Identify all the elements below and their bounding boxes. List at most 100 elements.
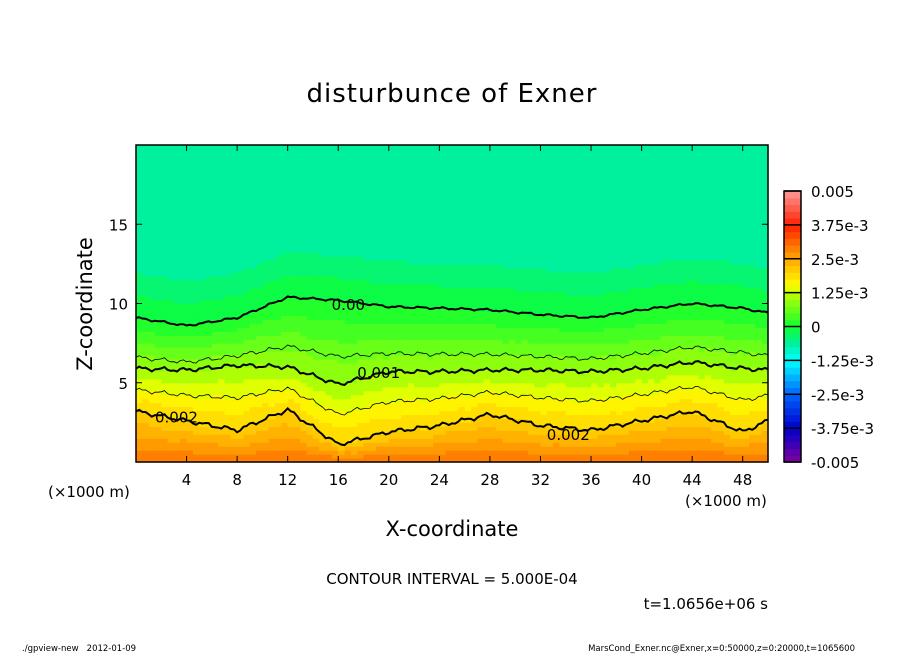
heatmap-cell — [458, 228, 466, 233]
heatmap-cell — [306, 148, 314, 154]
heatmap-cell — [477, 315, 485, 320]
heatmap-cell — [331, 418, 339, 423]
heatmap-cell — [312, 200, 320, 206]
heatmap-cell — [173, 236, 181, 241]
heatmap-cell — [331, 200, 339, 206]
heatmap-cell — [300, 172, 308, 178]
heatmap-cell — [357, 148, 365, 154]
heatmap-cell — [249, 454, 257, 459]
heatmap-cell — [382, 307, 390, 313]
heatmap-cell — [268, 303, 276, 309]
heatmap-cell — [452, 331, 459, 336]
heatmap-cell — [477, 327, 485, 332]
heatmap-cell — [395, 355, 403, 360]
heatmap-cell — [306, 454, 314, 459]
heatmap-cell — [180, 370, 188, 376]
heatmap-cell — [344, 434, 352, 439]
heatmap-cell — [376, 196, 384, 202]
heatmap-cell — [287, 204, 295, 209]
heatmap-cell — [407, 446, 415, 451]
heatmap-cell — [401, 398, 409, 404]
heatmap-cell — [256, 164, 263, 170]
heatmap-cell — [262, 192, 270, 198]
heatmap-cell — [136, 184, 143, 190]
heatmap-cell — [306, 358, 314, 364]
heatmap-cell — [350, 251, 358, 257]
heatmap-cell — [142, 303, 150, 309]
heatmap-cell — [300, 315, 308, 320]
heatmap-cell — [142, 248, 150, 253]
heatmap-cell — [521, 394, 529, 400]
heatmap-cell — [161, 410, 169, 416]
heatmap-cell — [224, 374, 232, 380]
heatmap-cell — [300, 275, 308, 281]
heatmap-cell — [136, 279, 143, 285]
heatmap-cell — [458, 370, 466, 376]
heatmap-cell — [527, 406, 535, 412]
heatmap-cell — [312, 434, 320, 439]
heatmap-cell — [262, 327, 270, 332]
heatmap-cell — [483, 287, 491, 293]
heatmap-cell — [515, 184, 523, 190]
heatmap-cell — [199, 184, 207, 190]
heatmap-cell — [142, 208, 150, 213]
heatmap-cell — [224, 402, 232, 408]
heatmap-cell — [464, 442, 472, 447]
heatmap-cell — [401, 267, 409, 273]
heatmap-cell — [369, 434, 377, 439]
heatmap-cell — [407, 331, 415, 336]
heatmap-cell — [262, 370, 270, 376]
heatmap-cell — [496, 358, 504, 364]
heatmap-cell — [142, 406, 150, 412]
heatmap-cell — [256, 303, 263, 309]
heatmap-cell — [205, 343, 213, 348]
heatmap-cell — [325, 358, 333, 364]
heatmap-cell — [161, 446, 169, 451]
heatmap-cell — [287, 176, 295, 182]
heatmap-cell — [376, 418, 384, 423]
heatmap-cell — [275, 192, 282, 198]
heatmap-cell — [205, 315, 213, 320]
heatmap-cell — [489, 343, 497, 348]
heatmap-cell — [445, 216, 453, 221]
heatmap-cell — [496, 212, 504, 217]
heatmap-cell — [154, 184, 162, 190]
heatmap-cell — [452, 220, 459, 225]
heatmap-cell — [173, 335, 181, 340]
heatmap-cell — [452, 152, 459, 158]
heatmap-cell — [312, 358, 320, 364]
heatmap-cell — [407, 295, 415, 301]
heatmap-cell — [489, 160, 497, 166]
heatmap-cell — [407, 168, 415, 174]
heatmap-cell — [521, 386, 529, 392]
heatmap-cell — [508, 386, 516, 392]
heatmap-cell — [420, 327, 428, 332]
heatmap-cell — [180, 232, 188, 237]
heatmap-cell — [237, 370, 245, 376]
heatmap-cell — [319, 351, 327, 356]
heatmap-cell — [154, 331, 162, 336]
heatmap-cell — [199, 446, 207, 451]
heatmap-cell — [344, 283, 352, 289]
heatmap-cell — [363, 307, 371, 313]
heatmap-cell — [173, 251, 181, 257]
heatmap-cell — [192, 311, 200, 316]
heatmap-cell — [237, 204, 245, 209]
heatmap-cell — [496, 335, 504, 340]
heatmap-cell — [470, 208, 478, 213]
heatmap-cell — [401, 200, 409, 206]
heatmap-cell — [395, 220, 403, 225]
heatmap-cell — [268, 188, 276, 194]
heatmap-cell — [363, 382, 371, 388]
heatmap-cell — [338, 287, 346, 293]
heatmap-cell — [161, 454, 169, 459]
heatmap-cell — [262, 398, 270, 404]
heatmap-cell — [186, 347, 194, 352]
heatmap-cell — [395, 232, 403, 237]
heatmap-cell — [180, 295, 188, 301]
heatmap-cell — [515, 299, 523, 305]
heatmap-cell — [401, 271, 409, 277]
heatmap-cell — [224, 275, 232, 281]
heatmap-cell — [218, 347, 226, 352]
heatmap-cell — [230, 283, 238, 289]
